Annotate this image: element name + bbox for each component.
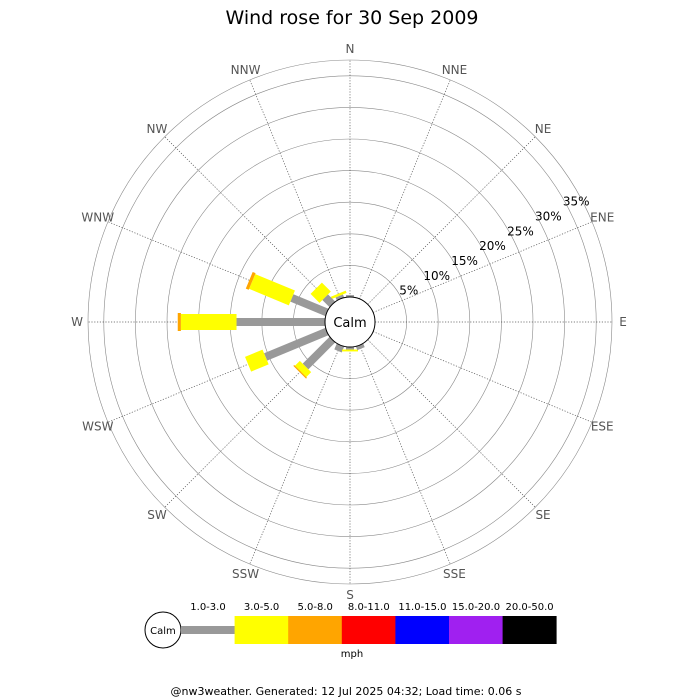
spoke-nne bbox=[359, 79, 451, 300]
bar-sw-5.0-8.0 bbox=[293, 365, 307, 379]
spoke-sse bbox=[359, 344, 451, 565]
legend-swatch-5 bbox=[449, 616, 503, 644]
legend-label-5: 15.0-20.0 bbox=[452, 602, 500, 613]
direction-label-w: W bbox=[71, 315, 83, 329]
ring-outer bbox=[87, 59, 613, 585]
direction-label-sw: SW bbox=[147, 508, 167, 522]
radial-tick-35: 35% bbox=[563, 195, 590, 209]
direction-label-ese: ESE bbox=[591, 419, 614, 433]
bar-sse-1.0-3.0 bbox=[355, 343, 365, 351]
spoke-se bbox=[367, 339, 536, 508]
bar-nnw-1.0-3.0 bbox=[335, 294, 345, 301]
legend-unit: mph bbox=[341, 649, 363, 660]
chart-title: Wind rose for 30 Sep 2009 bbox=[225, 7, 478, 29]
direction-label-ene: ENE bbox=[590, 211, 614, 225]
bar-sw-1.0-3.0 bbox=[302, 336, 336, 370]
wind-bars bbox=[177, 271, 365, 379]
calm-center: Calm bbox=[324, 296, 376, 348]
radial-tick-20: 20% bbox=[479, 239, 506, 253]
bar-wnw-1.0-3.0 bbox=[290, 294, 329, 317]
radial-tick-5: 5% bbox=[399, 284, 418, 298]
direction-label-se: SE bbox=[535, 508, 550, 522]
direction-label-nne: NNE bbox=[442, 63, 468, 77]
spoke-ese bbox=[372, 331, 593, 423]
spoke-nnw bbox=[249, 79, 341, 300]
legend-swatch-1 bbox=[234, 616, 289, 644]
ring-30 bbox=[135, 107, 565, 537]
direction-label-e: E bbox=[619, 315, 627, 329]
direction-label-sse: SSE bbox=[443, 567, 466, 581]
radial-tick-15: 15% bbox=[451, 254, 478, 268]
legend-swatch-2 bbox=[288, 616, 343, 644]
bar-wnw-5.0-8.0 bbox=[245, 271, 256, 290]
calm-circle bbox=[324, 296, 376, 348]
bar-wsw-3.0-5.0 bbox=[245, 349, 269, 372]
direction-label-nnw: NNW bbox=[231, 63, 261, 77]
spoke-ssw bbox=[249, 344, 341, 565]
direction-label-wsw: WSW bbox=[82, 419, 113, 433]
bar-sw-3.0-5.0 bbox=[294, 360, 312, 378]
radial-tick-labels: 5% 10%15%20%25%30%35% bbox=[399, 195, 589, 298]
legend-label-1: 3.0-5.0 bbox=[244, 602, 279, 613]
radial-tick-10: 10% bbox=[423, 269, 450, 283]
speed-legend: Calm mph 1.0-3.0 3.0-5.0 5.0-8.0 8.0-11.0 11… bbox=[144, 602, 557, 660]
bar-nw-1.0-3.0 bbox=[322, 294, 336, 308]
legend-swatch-3 bbox=[341, 616, 396, 644]
direction-labels: N NNE NE ENE E ESE SE SSE S SSW SW WSW W WNW NW NNW bbox=[71, 42, 627, 602]
bar-nw-3.0-5.0 bbox=[310, 282, 331, 303]
legend-calm-label: Calm bbox=[150, 626, 176, 637]
direction-label-n: N bbox=[346, 42, 355, 56]
legend-swatch-0 bbox=[181, 626, 235, 634]
footer-text: @nw3weather. Generated: 12 Jul 2025 04:3… bbox=[171, 685, 522, 698]
direction-label-wnw: WNW bbox=[81, 211, 114, 225]
legend-label-2: 5.0-8.0 bbox=[297, 602, 332, 613]
bar-wsw-1.0-3.0 bbox=[264, 327, 329, 361]
spoke-ene bbox=[372, 221, 593, 313]
bar-wnw-3.0-5.0 bbox=[249, 274, 295, 306]
spoke-nw bbox=[164, 136, 333, 305]
legend-label-0: 1.0-3.0 bbox=[190, 602, 225, 613]
legend-swatch-4 bbox=[395, 616, 450, 644]
legend-label-6: 20.0-50.0 bbox=[506, 602, 554, 613]
legend-label-4: 11.0-15.0 bbox=[398, 602, 446, 613]
bar-ssw-1.0-3.0 bbox=[334, 343, 345, 353]
calm-label: Calm bbox=[333, 316, 366, 331]
spoke-ne bbox=[367, 136, 536, 305]
radial-tick-25: 25% bbox=[507, 224, 534, 238]
direction-label-nw: NW bbox=[147, 122, 168, 136]
radial-tick-30: 30% bbox=[535, 210, 562, 224]
bar-nnw-3.0-5.0 bbox=[330, 290, 347, 300]
direction-label-ssw: SSW bbox=[232, 567, 259, 581]
direction-label-ne: NE bbox=[535, 122, 552, 136]
legend-swatch-6 bbox=[502, 616, 557, 644]
legend-label-3: 8.0-11.0 bbox=[348, 602, 390, 613]
direction-label-s: S bbox=[346, 588, 354, 602]
